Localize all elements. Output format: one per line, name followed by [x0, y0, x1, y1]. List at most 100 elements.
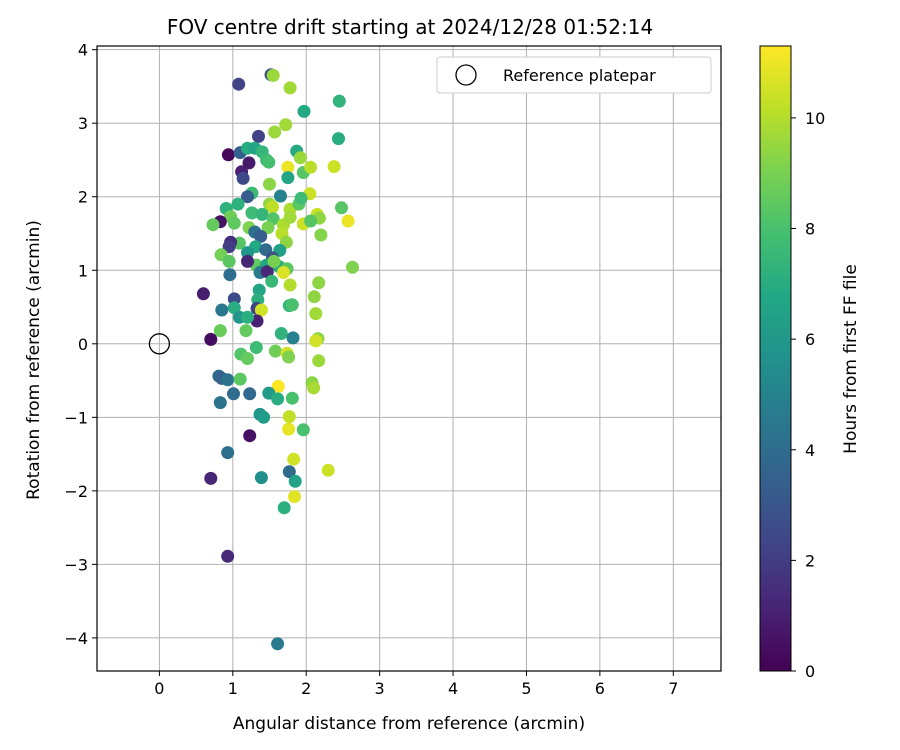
data-point [227, 301, 241, 315]
data-point [309, 307, 323, 321]
x-tick-label: 2 [301, 679, 311, 698]
data-point [285, 298, 299, 312]
y-tick-label: −2 [64, 482, 88, 501]
data-point [282, 410, 296, 424]
data-point [282, 422, 296, 436]
colorbar-tick-label: 2 [805, 551, 815, 570]
data-point [268, 125, 282, 139]
data-point [265, 274, 279, 288]
x-tick-label: 5 [521, 679, 531, 698]
y-tick-label: 3 [78, 114, 88, 133]
data-point [266, 200, 279, 214]
data-point [249, 341, 263, 354]
data-point [204, 332, 218, 346]
colorbar-tick-label: 10 [805, 109, 825, 128]
data-point [252, 283, 266, 297]
plot-frame [96, 45, 722, 672]
data-point [241, 310, 254, 324]
data-point [307, 381, 321, 395]
legend: Reference platepar [436, 56, 712, 94]
data-point [215, 303, 229, 317]
data-point [287, 452, 301, 466]
data-point [296, 423, 310, 437]
data-point [341, 214, 355, 228]
data-point [332, 132, 345, 146]
data-point [227, 292, 241, 306]
chart-title: FOV centre drift starting at 2024/12/28 … [167, 15, 653, 39]
colorbar-ticks: 0 2 4 6 8 10 [791, 109, 825, 681]
data-point [245, 206, 259, 220]
data-point [271, 379, 285, 393]
data-point [283, 278, 297, 292]
data-point [243, 429, 257, 443]
data-point [263, 177, 276, 191]
data-point [307, 290, 321, 304]
data-points [148, 68, 359, 651]
data-point [279, 118, 293, 132]
data-point [221, 148, 235, 162]
data-point [271, 392, 285, 406]
data-point [335, 201, 348, 215]
data-point [346, 260, 359, 274]
data-point [227, 216, 241, 230]
y-axis-label: Rotation from reference (arcmin) [24, 220, 44, 500]
data-point [242, 156, 256, 170]
data-point [222, 254, 236, 268]
data-point [281, 171, 295, 185]
x-tick-label: 0 [154, 679, 164, 698]
data-point [221, 373, 235, 387]
data-point [277, 266, 290, 279]
data-point [241, 352, 254, 365]
data-point [261, 221, 275, 235]
data-point [283, 81, 297, 95]
data-point [231, 197, 245, 211]
axes-frame [96, 45, 722, 672]
y-tick-label: −1 [64, 408, 88, 427]
x-tick-label: 1 [228, 679, 238, 698]
data-point [233, 372, 247, 386]
data-point [314, 228, 328, 242]
colorbar: 0 2 4 6 8 10 Hours from first FF file [759, 45, 861, 681]
y-tick-label: 4 [78, 41, 88, 60]
data-point [286, 331, 300, 345]
data-point [274, 189, 287, 203]
data-point [206, 218, 220, 232]
data-point [274, 327, 288, 340]
data-point [277, 501, 291, 515]
data-point [266, 68, 280, 82]
data-point [312, 354, 326, 368]
data-point [232, 77, 246, 91]
data-point [288, 474, 302, 488]
colorbar-tick-label: 8 [805, 220, 815, 239]
data-point [282, 350, 296, 364]
colorbar-tick-label: 0 [805, 662, 815, 681]
x-axis-label: Angular distance from reference (arcmin) [233, 714, 585, 734]
data-point [239, 324, 253, 338]
data-point [312, 276, 326, 290]
data-point [255, 207, 269, 221]
grid [97, 46, 721, 671]
data-point [309, 334, 323, 348]
reference-platepar-marker [148, 333, 171, 355]
y-tick-label: 2 [78, 188, 88, 207]
data-point [221, 549, 235, 563]
data-point [227, 387, 240, 401]
y-tick-label: −3 [64, 555, 88, 574]
data-point [243, 387, 257, 401]
data-point [254, 471, 268, 485]
data-point [304, 214, 318, 228]
colorbar-label: Hours from first FF file [841, 264, 861, 454]
data-point [262, 155, 276, 169]
data-point [213, 324, 227, 338]
data-point [283, 210, 297, 224]
legend-label: Reference platepar [503, 66, 656, 85]
data-point [213, 396, 227, 410]
data-point [221, 446, 235, 460]
data-point [241, 254, 254, 268]
colorbar-tick-label: 6 [805, 330, 815, 349]
data-point [257, 410, 271, 424]
data-point [223, 268, 237, 282]
data-point [204, 471, 218, 485]
data-point [293, 151, 307, 165]
